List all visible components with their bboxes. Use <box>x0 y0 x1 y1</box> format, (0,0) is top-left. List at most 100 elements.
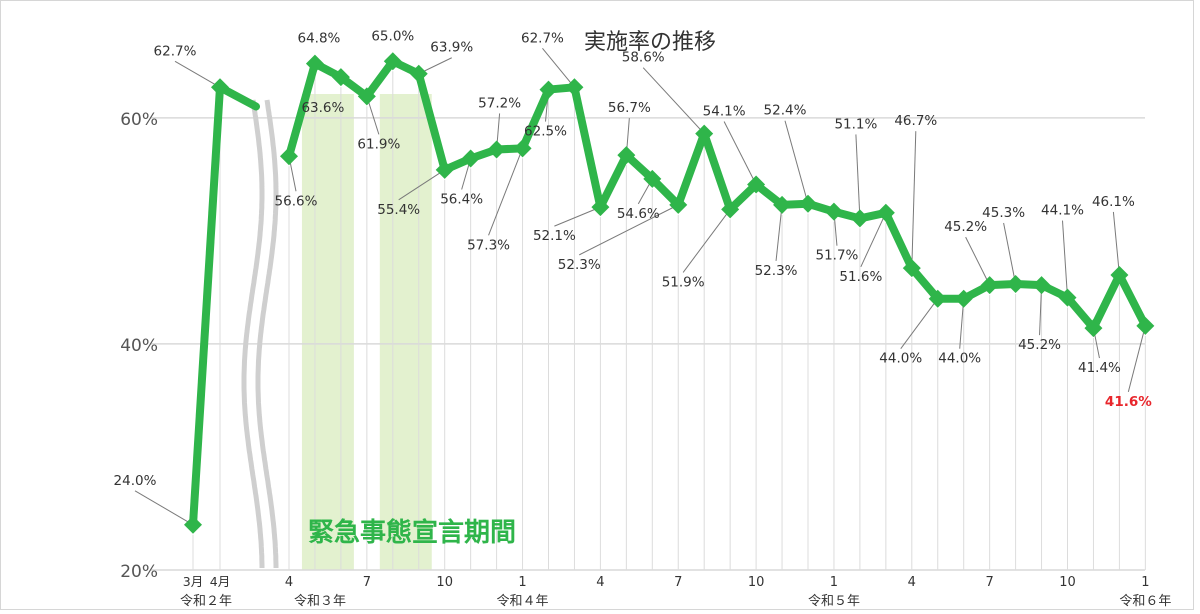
data-point <box>902 259 921 278</box>
data-point <box>487 140 506 159</box>
x-tick-label: 7 <box>363 575 371 590</box>
data-label: 54.6% <box>617 206 660 222</box>
data-point <box>435 160 454 179</box>
leader-line <box>134 490 194 526</box>
data-point <box>669 195 688 214</box>
leader-line <box>542 47 575 88</box>
data-label: 41.4% <box>1078 360 1121 376</box>
x-tick-label: 1 <box>1141 575 1149 590</box>
data-point <box>591 198 610 217</box>
axis-break-line-2 <box>255 99 279 568</box>
era-label: 令和２年 <box>180 594 232 609</box>
data-label: 56.4% <box>440 192 483 208</box>
data-label: 63.6% <box>301 100 344 116</box>
leader-line <box>1127 325 1146 392</box>
era-label: 令和６年 <box>1119 594 1171 609</box>
data-point <box>1136 316 1155 335</box>
data-point <box>513 139 532 158</box>
leader-line <box>488 148 524 236</box>
data-point <box>280 147 298 166</box>
data-label: 57.2% <box>478 95 521 111</box>
leader-line <box>642 67 705 134</box>
data-point <box>331 68 350 87</box>
data-point <box>409 64 428 83</box>
label-leaders <box>134 47 1146 526</box>
leader-line <box>579 204 679 256</box>
data-labels: 24.0% 62.7% 56.6% 64.8% 63.6% 61.9% 65.0% 63.9%… <box>114 28 1153 488</box>
leader-line <box>398 169 445 201</box>
data-label: 54.1% <box>703 104 746 120</box>
data-point <box>184 515 202 534</box>
x-tick-label: 1 <box>830 575 838 590</box>
data-label: 41.6% <box>1105 394 1152 410</box>
x-tick-label: 4 <box>285 575 293 590</box>
era-label: 令和４年 <box>497 594 549 609</box>
leader-line <box>1062 220 1068 298</box>
leader-line <box>911 131 917 269</box>
data-label: 64.8% <box>298 31 341 47</box>
data-label: 62.7% <box>521 30 564 46</box>
data-point <box>980 276 999 295</box>
data-label: 51.9% <box>662 274 705 290</box>
data-point <box>565 78 584 97</box>
chart-title: 実施率の推移 <box>584 30 716 55</box>
data-label: 62.5% <box>524 124 567 140</box>
x-tick-label: 7 <box>986 575 994 590</box>
x-tick-label: 10 <box>436 575 453 590</box>
leader-line <box>965 236 991 286</box>
data-label: 52.1% <box>533 228 576 244</box>
series-lines <box>189 57 1149 526</box>
data-point <box>1110 265 1129 284</box>
emergency-band-2 <box>379 94 432 570</box>
data-point <box>721 200 740 219</box>
data-point <box>1006 275 1025 293</box>
data-point <box>1058 288 1077 307</box>
series-line-2020-tail <box>216 83 260 111</box>
data-label: 51.7% <box>816 248 859 264</box>
data-label: 62.7% <box>154 43 197 59</box>
grid: 20% 40% 60% <box>120 71 1146 582</box>
data-point <box>799 194 817 213</box>
data-point <box>643 169 662 188</box>
axis-break <box>241 99 279 568</box>
era-label: 令和５年 <box>808 594 860 609</box>
emergency-bands <box>301 94 432 570</box>
data-label: 56.6% <box>275 193 318 209</box>
axis-break-line-1 <box>241 99 265 568</box>
data-point <box>383 52 402 71</box>
leader-line <box>1112 211 1120 276</box>
data-point <box>461 149 480 168</box>
leader-line <box>775 204 783 261</box>
data-point <box>617 146 636 165</box>
data-label: 55.4% <box>377 202 420 218</box>
x-tick-label: 3月 <box>183 574 203 589</box>
leader-line <box>959 298 965 349</box>
leader-line <box>1003 222 1017 285</box>
data-label: 44.0% <box>879 351 922 367</box>
y-tick-label: 40% <box>120 336 158 356</box>
data-point <box>773 195 792 214</box>
leader-line <box>855 134 861 219</box>
data-label: 45.2% <box>944 219 987 235</box>
data-label: 57.3% <box>467 237 510 253</box>
series-line-2020 <box>189 87 224 526</box>
data-point <box>305 54 324 73</box>
data-label: 52.3% <box>558 257 601 273</box>
data-label: 46.1% <box>1092 194 1135 210</box>
leader-line <box>174 60 221 88</box>
data-point <box>695 124 714 143</box>
data-point <box>539 80 558 99</box>
data-label: 52.3% <box>755 263 798 279</box>
data-label: 56.7% <box>608 100 651 116</box>
data-point <box>850 209 869 228</box>
data-point <box>747 175 766 194</box>
leader-line <box>554 206 601 227</box>
leader-line <box>723 121 757 185</box>
data-point <box>876 203 895 222</box>
y-tick-label: 20% <box>120 562 158 582</box>
series-line-main <box>285 57 1149 333</box>
data-label: 51.6% <box>839 269 882 285</box>
data-label: 44.1% <box>1041 203 1084 219</box>
